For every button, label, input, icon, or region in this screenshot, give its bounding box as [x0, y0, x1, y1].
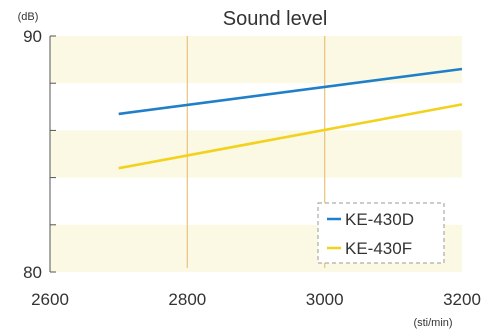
x-tick-label: 2800 — [168, 290, 206, 309]
background-band — [50, 130, 462, 178]
y-tick-label: 90 — [23, 27, 42, 46]
series-line-ke-430f — [118, 103, 463, 170]
legend-box — [317, 202, 445, 264]
chart-title: Sound level — [223, 8, 328, 30]
y-tick-label: 80 — [23, 263, 42, 282]
y-axis-unit-label: (dB) — [18, 11, 39, 23]
legend-label-ke-430f: KE-430F — [345, 239, 412, 258]
x-tick-label: 3200 — [443, 290, 481, 309]
series-layer — [118, 67, 463, 170]
background-band — [50, 36, 462, 84]
x-axis-unit-label: (sti/min) — [413, 317, 452, 329]
series-line-ke-430d — [118, 67, 463, 116]
legend-label-ke-430d: KE-430D — [345, 210, 414, 229]
x-tick-label: 2600 — [31, 290, 69, 309]
legend: KE-430D KE-430F — [317, 202, 445, 264]
axis-ticks: 90 80 2600 2800 3000 3200 — [23, 27, 481, 309]
x-tick-label: 3000 — [306, 290, 344, 309]
